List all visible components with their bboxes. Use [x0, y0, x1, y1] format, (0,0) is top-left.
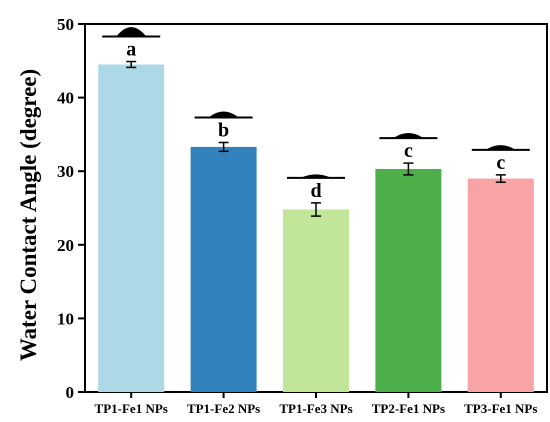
y-tick-label-4: 40 [57, 89, 74, 108]
x-tick-label-2: TP1-Fe3 NPs [279, 401, 352, 416]
significance-letter-3: c [404, 140, 413, 162]
bar-0 [98, 64, 165, 392]
y-tick-label-1: 10 [57, 309, 74, 328]
droplet-icon-4 [485, 145, 516, 150]
y-tick-label-5: 50 [57, 15, 74, 34]
y-tick-label-2: 20 [57, 236, 74, 255]
significance-letter-1: b [218, 119, 229, 141]
droplet-icon-2 [301, 174, 331, 178]
y-tick-label-3: 30 [57, 162, 74, 181]
y-axis-label: Water Contact Angle (degree) [16, 69, 41, 361]
bar-4 [467, 178, 534, 392]
x-tick-label-3: TP2-Fe1 NPs [372, 401, 445, 416]
droplet-icon-0 [116, 27, 147, 37]
x-tick-label-1: TP1-Fe2 NPs [187, 401, 260, 416]
plot-area: 0 10 20 30 40 50 a TP1-Fe1 NPs b TP1-Fe2 NPs d TP1-… [57, 15, 548, 416]
droplet-icon-1 [208, 111, 239, 118]
bar-3 [375, 168, 442, 392]
y-tick-label-0: 0 [66, 383, 75, 402]
x-tick-label-0: TP1-Fe1 NPs [95, 401, 168, 416]
significance-letter-0: a [126, 39, 136, 61]
significance-letter-2: d [310, 180, 321, 202]
significance-letter-4: c [496, 152, 505, 174]
bar-1 [190, 146, 257, 392]
bar-2 [283, 209, 349, 392]
droplet-icon-3 [393, 133, 424, 139]
x-tick-label-4: TP3-Fe1 NPs [464, 401, 537, 416]
